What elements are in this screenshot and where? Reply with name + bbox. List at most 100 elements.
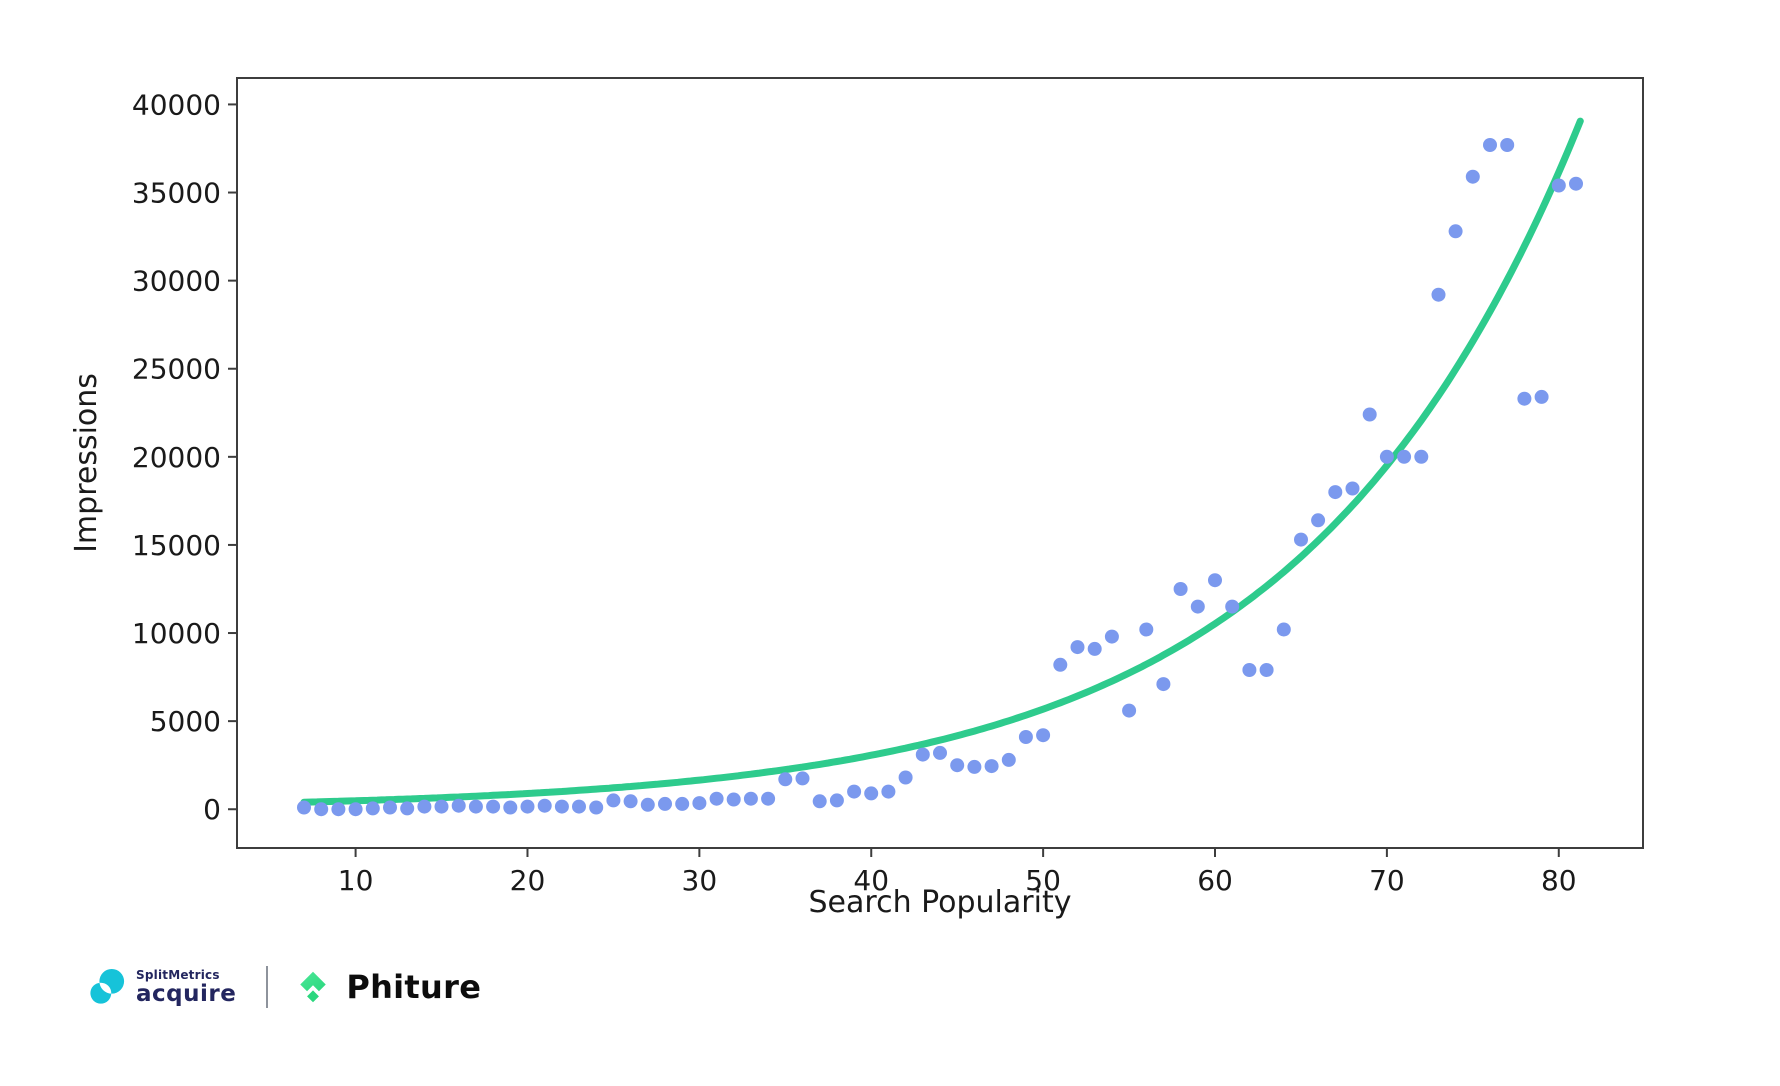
data-point	[1242, 663, 1257, 677]
phiture-brand: Phiture	[346, 968, 482, 1006]
x-tick-label: 70	[1369, 864, 1405, 897]
data-point	[1483, 138, 1497, 152]
data-point	[1517, 391, 1532, 406]
data-point	[640, 797, 655, 812]
data-point	[1190, 599, 1205, 614]
data-point	[1139, 622, 1154, 637]
data-point	[761, 791, 776, 806]
scatter-points	[297, 138, 1583, 817]
trend-line	[300, 117, 1584, 806]
data-point	[520, 799, 535, 814]
x-tick-label: 40	[853, 864, 889, 897]
data-point	[365, 801, 380, 816]
data-point	[984, 759, 999, 774]
trend-curve	[300, 117, 1584, 806]
x-tick-label: 50	[1025, 864, 1061, 897]
data-point	[451, 798, 466, 813]
data-point	[486, 799, 501, 814]
x-tick-label: 20	[510, 864, 546, 897]
plot-border	[236, 77, 1644, 849]
data-point	[589, 800, 604, 815]
splitmetrics-logo: SplitMetrics acquire	[88, 968, 236, 1006]
data-point	[1104, 629, 1119, 644]
data-point	[1465, 169, 1480, 184]
data-point	[606, 793, 621, 808]
data-point	[1569, 176, 1583, 191]
logo-divider	[266, 966, 269, 1008]
data-point	[1173, 582, 1188, 596]
x-axis-ticks: 10 20 30 40 50 60 70 80	[338, 848, 1577, 897]
data-point	[847, 784, 862, 799]
footer-logos: SplitMetrics acquire Phiture	[88, 966, 481, 1008]
data-point	[1053, 657, 1068, 672]
phiture-logo: Phiture	[296, 968, 481, 1006]
y-tick-label: 25000	[132, 353, 221, 386]
y-tick-label: 40000	[132, 88, 221, 121]
data-point	[1328, 485, 1343, 500]
data-point	[1208, 573, 1222, 588]
data-point	[1122, 703, 1137, 718]
data-point	[383, 800, 397, 815]
data-point	[658, 796, 672, 811]
data-point	[1018, 730, 1033, 744]
data-point	[331, 802, 346, 817]
data-point	[314, 802, 329, 817]
x-tick-label: 60	[1197, 864, 1233, 897]
y-tick-label: 5000	[150, 705, 221, 738]
data-point	[898, 770, 913, 785]
x-tick-label: 30	[682, 864, 718, 897]
y-tick-label: 35000	[132, 177, 221, 210]
splitmetrics-brand-bottom: acquire	[136, 980, 237, 1007]
x-tick-label: 10	[338, 864, 374, 897]
data-point	[1414, 449, 1429, 464]
data-point	[795, 771, 810, 786]
data-point	[1259, 663, 1274, 677]
data-point	[434, 799, 449, 814]
y-tick-label: 20000	[132, 441, 221, 474]
data-point	[297, 800, 311, 815]
data-point	[1294, 532, 1308, 547]
data-point	[1345, 481, 1360, 496]
data-point	[1397, 449, 1412, 464]
data-point	[864, 786, 879, 801]
y-tick-label: 30000	[132, 265, 221, 298]
data-point	[554, 799, 569, 814]
data-point	[950, 758, 965, 773]
x-tick-label: 80	[1541, 864, 1577, 897]
data-point	[1551, 178, 1566, 193]
data-point	[675, 796, 690, 811]
x-axis-label: Search Popularity	[809, 885, 1072, 920]
data-point	[1500, 138, 1515, 152]
splitmetrics-wordmark: SplitMetrics acquire	[136, 969, 236, 1006]
data-point	[1276, 622, 1291, 637]
splitmetrics-circles	[90, 968, 125, 1004]
data-point	[348, 802, 363, 817]
data-point	[726, 792, 741, 807]
data-point	[1362, 407, 1377, 422]
data-point	[915, 747, 930, 762]
data-point	[692, 796, 707, 811]
data-point	[1087, 641, 1102, 656]
y-axis-label: Impressions	[69, 373, 104, 553]
data-point	[400, 801, 415, 816]
data-point	[812, 794, 827, 809]
data-point	[537, 798, 552, 813]
data-point	[1431, 287, 1446, 302]
data-point	[881, 784, 896, 799]
splitmetrics-brand-top: SplitMetrics	[136, 967, 220, 982]
y-tick-label: 0	[203, 793, 221, 826]
data-point	[1001, 752, 1016, 767]
phiture-diamond	[307, 990, 320, 1003]
data-point	[1379, 449, 1394, 464]
data-point	[1036, 728, 1051, 743]
data-point	[967, 759, 982, 774]
splitmetrics-icon	[90, 968, 125, 1004]
data-point	[417, 799, 432, 814]
data-point	[1156, 677, 1171, 692]
data-point	[933, 745, 947, 760]
data-point	[1225, 599, 1240, 614]
data-point	[1534, 389, 1549, 404]
data-point	[1311, 513, 1326, 528]
y-axis-ticks: 0 5000 10000 15000 20000 25000 30000 35000 40000	[132, 88, 237, 826]
